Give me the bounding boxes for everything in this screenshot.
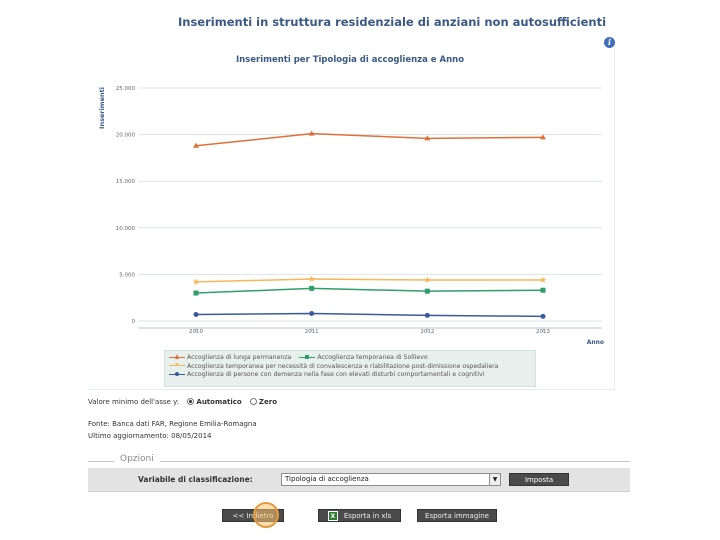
series-line-0 <box>195 132 544 147</box>
back-button-label: << Indietro <box>232 512 274 520</box>
y-tick-label: 15.000 <box>116 179 136 185</box>
data-point <box>193 290 199 296</box>
data-point <box>193 142 199 148</box>
data-point <box>424 312 430 318</box>
y-tick-label: 20.000 <box>116 133 136 139</box>
chevron-down-icon[interactable]: ▼ <box>489 474 500 485</box>
x-tick-label: 2012 <box>420 329 434 335</box>
radio-automatico-label[interactable]: Automatico <box>196 398 242 406</box>
triangle-marker-icon <box>169 354 185 360</box>
options-panel: Opzioni Variabile di classificazione: Ti… <box>88 452 630 494</box>
y-tick-label: 10.000 <box>116 226 136 232</box>
legend-label: Accoglienza temporanea per necessità di … <box>187 362 499 370</box>
chart-container: Inserimenti per Tipologia di accoglienza… <box>88 48 615 390</box>
series-line-2 <box>195 278 543 283</box>
x-tick-label: 2010 <box>189 329 203 335</box>
export-excel-button[interactable]: X Esporta in xls <box>318 509 401 522</box>
data-point <box>308 275 315 282</box>
page-title: Inserimenti in struttura residenziale di… <box>178 15 607 29</box>
x-axis-label: Anno <box>587 339 604 346</box>
data-point <box>424 288 430 294</box>
legend-item-convalescenza[interactable]: Accoglienza temporanea per necessità di … <box>169 363 498 372</box>
radio-zero-label[interactable]: Zero <box>258 398 278 406</box>
imposta-button[interactable]: Imposta <box>509 473 569 486</box>
last-updated: Ultimo aggiornamento: 08/05/2014 <box>88 432 212 440</box>
export-image-label: Esporta immagine <box>425 512 489 520</box>
y-tick-label: 25.000 <box>116 86 136 92</box>
line-chart: Inserimenti per Tipologia di accoglienza… <box>98 55 604 346</box>
classification-select-value: Tipologia di accoglienza <box>285 475 369 483</box>
legend-row: Accoglienza di lunga permanenza Accoglie… <box>169 354 531 363</box>
data-point <box>308 130 315 136</box>
data-point <box>540 134 546 140</box>
legend-label: Accoglienza di persone con demenza nella… <box>187 371 485 378</box>
options-legend: Opzioni <box>114 454 160 464</box>
legend-item-sollievo[interactable]: Accoglienza temporanea di Sollievo <box>299 354 428 363</box>
legend-item-demenza[interactable]: Accoglienza di persone con demenza nella… <box>169 371 484 380</box>
legend-item-lunga-permanenza[interactable]: Accoglienza di lunga permanenza <box>169 354 291 363</box>
data-point <box>540 287 546 293</box>
radio-automatico[interactable] <box>187 398 195 405</box>
y-axis-label: Inserimenti <box>98 87 106 129</box>
legend-label: Accoglienza di lunga permanenza <box>187 354 292 361</box>
square-marker-icon <box>299 354 316 360</box>
circle-marker-icon <box>169 371 185 377</box>
options-divider <box>88 461 630 462</box>
data-point <box>192 278 200 285</box>
y-tick-label: 0 <box>132 319 136 325</box>
chart-title: Inserimenti per Tipologia di accoglienza… <box>236 55 464 65</box>
series-line-1 <box>195 287 544 294</box>
legend-label: Accoglienza temporanea di Sollievo <box>317 354 428 361</box>
chart-legend: Accoglienza di lunga permanenza Accoglie… <box>164 350 536 387</box>
export-image-button[interactable]: Esporta immagine <box>417 509 497 522</box>
data-point <box>539 276 547 283</box>
legend-row: Accoglienza temporanea per necessità di … <box>169 363 531 372</box>
y-tick-label: 5.000 <box>119 272 135 278</box>
legend-row: Accoglienza di persone con demenza nella… <box>169 371 531 380</box>
back-button[interactable]: << Indietro <box>222 509 284 522</box>
source-note: Fonte: Banca dati FAR, Regione Emilia-Ro… <box>88 420 257 428</box>
star-marker-icon <box>169 363 185 369</box>
options-bar: Variabile di classificazione: Tipologia … <box>88 468 630 492</box>
data-point <box>309 285 315 291</box>
classification-select[interactable]: Tipologia di accoglienza ▼ <box>281 473 501 486</box>
series-line-3 <box>195 312 544 318</box>
x-tick-label: 2013 <box>536 329 550 335</box>
yaxis-min-label: Valore minimo dell'asse y: <box>88 398 180 406</box>
data-point <box>424 135 431 141</box>
info-icon[interactable]: i <box>604 37 615 48</box>
excel-icon: X <box>327 511 338 521</box>
classification-label: Variabile di classificazione: <box>138 475 253 484</box>
export-excel-label: Esporta in xls <box>343 512 392 520</box>
data-point <box>540 313 546 319</box>
x-tick-label: 2011 <box>305 329 319 335</box>
yaxis-min-control: Valore minimo dell'asse y: Automatico Ze… <box>88 398 277 406</box>
data-point <box>193 311 199 317</box>
data-point <box>309 311 315 317</box>
data-point <box>424 276 431 283</box>
radio-zero[interactable] <box>249 398 257 405</box>
